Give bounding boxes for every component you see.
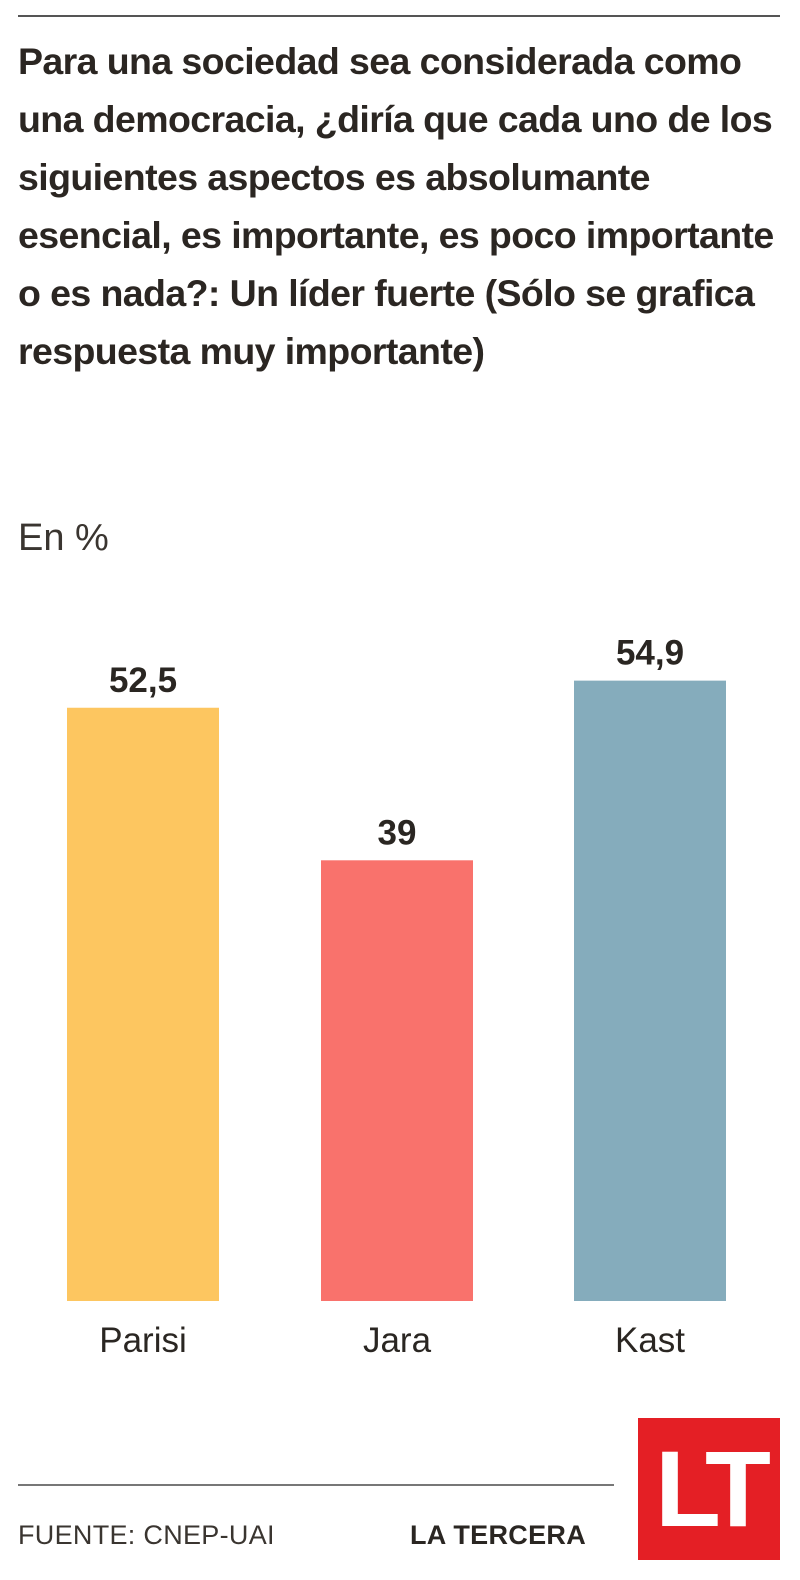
bar-kast — [574, 680, 726, 1301]
category-label-parisi: Parisi — [99, 1321, 187, 1360]
category-label-jara: Jara — [363, 1321, 432, 1360]
category-label-kast: Kast — [615, 1321, 685, 1360]
chart-title: Para una sociedad sea considerada como u… — [18, 40, 774, 372]
source-note: FUENTE: CNEP-UAI — [18, 1520, 275, 1550]
brand-name: LA TERCERA — [410, 1520, 586, 1550]
top-divider — [18, 15, 780, 17]
bar-parisi — [67, 707, 219, 1301]
bar-chart: 52,5 Parisi 39 Jara 54,9 Kast — [67, 634, 726, 1360]
bar-jara — [321, 860, 473, 1301]
bottom-divider — [18, 1484, 614, 1486]
value-label-kast: 54,9 — [616, 634, 684, 673]
value-label-parisi: 52,5 — [109, 661, 177, 700]
chart-subtitle: En % — [18, 517, 109, 559]
la-tercera-logo: LT — [638, 1418, 780, 1560]
value-label-jara: 39 — [378, 813, 417, 852]
